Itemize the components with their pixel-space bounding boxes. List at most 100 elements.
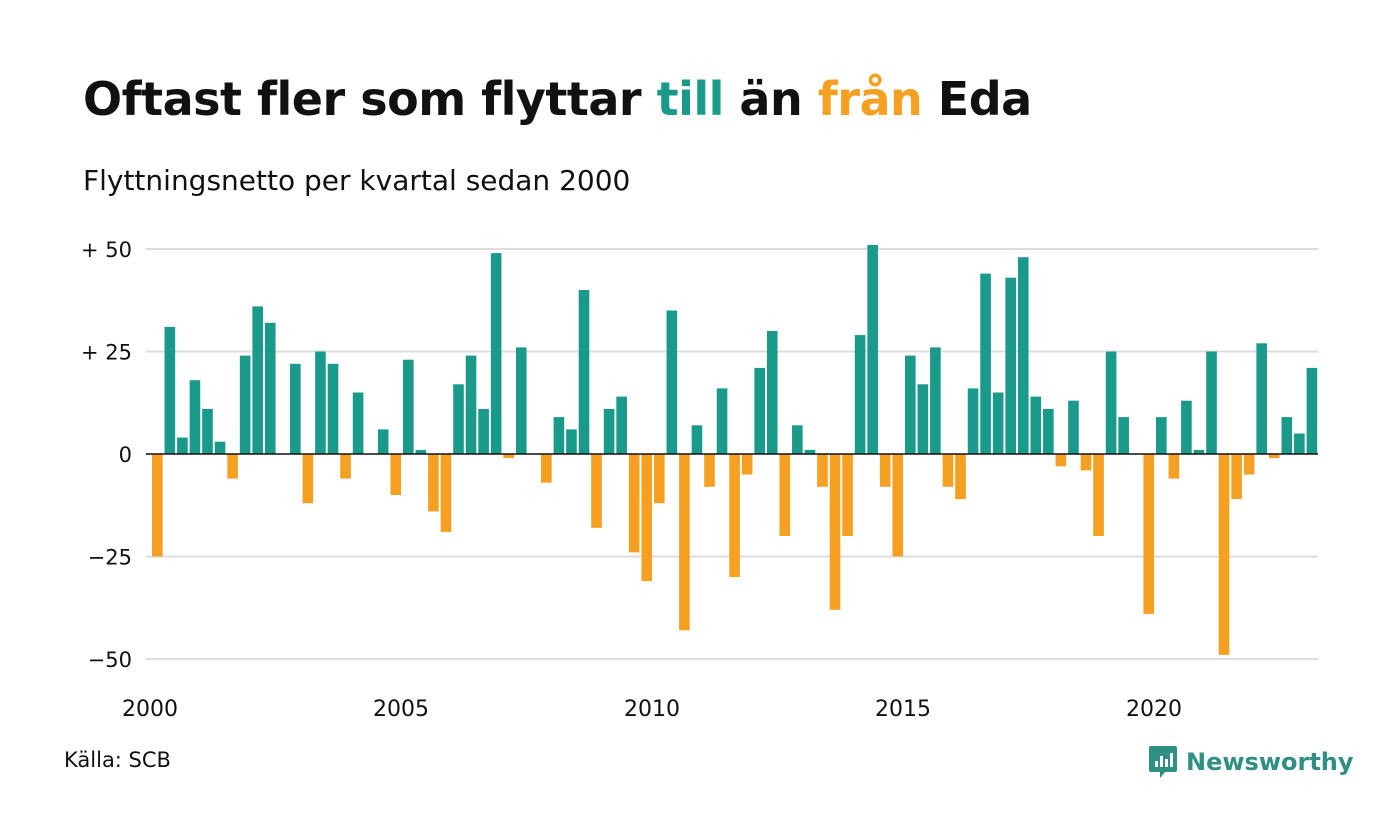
chart-title: Oftast fler som flyttar till än från Eda [83, 72, 1032, 126]
bar [930, 347, 941, 454]
bar [403, 359, 414, 454]
x-tick-label: 2000 [122, 697, 178, 722]
brand-name: Newsworthy [1186, 748, 1354, 776]
bar [1231, 454, 1242, 500]
y-tick-label: −25 [88, 546, 132, 570]
bar [1193, 449, 1205, 454]
bar [503, 454, 514, 459]
bar [553, 417, 565, 454]
bar [905, 355, 916, 454]
bar [854, 335, 866, 454]
bar [1030, 396, 1042, 454]
bar [415, 449, 427, 454]
bar [202, 408, 213, 454]
bar [264, 322, 276, 454]
bar [1043, 408, 1054, 454]
bar [214, 441, 226, 454]
x-tick-label: 2005 [373, 697, 429, 722]
bar [729, 454, 740, 577]
bar [177, 437, 188, 454]
bar [490, 253, 502, 454]
bar [942, 454, 954, 487]
bar [390, 454, 402, 495]
bar [1080, 454, 1092, 471]
y-tick-label: + 50 [81, 238, 132, 262]
title-part-pre: Oftast fler som flyttar [83, 72, 657, 126]
x-tick-label: 2020 [1126, 697, 1182, 722]
bar [352, 392, 364, 454]
bar [1206, 351, 1217, 454]
bar [541, 454, 552, 483]
bar [315, 351, 326, 454]
bar [892, 454, 904, 557]
bar [1055, 454, 1067, 467]
bar [1268, 454, 1280, 459]
bar [152, 454, 163, 557]
bar [817, 454, 828, 487]
bar [704, 454, 715, 487]
source-label: Källa: SCB [64, 748, 171, 772]
bar [164, 326, 176, 454]
brand-logo: Newsworthy [1148, 742, 1354, 782]
bar [1218, 454, 1230, 655]
bar [842, 454, 853, 536]
bar [1093, 454, 1104, 536]
bar [1256, 343, 1267, 454]
y-tick-label: −50 [88, 648, 132, 672]
x-axis-ticks: 2000 2005 2010 2015 2020 [122, 697, 1182, 722]
bar [453, 384, 464, 454]
bar [302, 454, 314, 504]
bar [829, 454, 841, 610]
bar [628, 454, 640, 553]
bar [377, 429, 389, 454]
bar [917, 384, 929, 454]
bars [152, 244, 1318, 655]
bar [741, 454, 753, 475]
bar [578, 290, 590, 454]
bar [779, 454, 791, 536]
bar [465, 355, 477, 454]
bar [654, 454, 665, 504]
bar [1281, 417, 1293, 454]
bar [766, 331, 778, 454]
title-part-post: Eda [922, 72, 1032, 126]
y-tick-label: + 25 [81, 341, 132, 365]
bar [1143, 454, 1155, 614]
bar [603, 408, 615, 454]
bar [666, 310, 678, 454]
y-axis-ticks: + 50 + 25 0 −25 −50 [81, 238, 132, 672]
bar [1306, 367, 1318, 454]
bar [239, 355, 251, 454]
bar [1243, 454, 1255, 475]
bar [716, 388, 728, 454]
bar [591, 454, 602, 528]
bar [879, 454, 891, 487]
bar [340, 454, 351, 479]
bar [227, 454, 238, 479]
bar [1181, 400, 1192, 454]
bar [478, 408, 489, 454]
bar [1294, 433, 1305, 454]
bar [980, 273, 991, 454]
bar [566, 429, 577, 454]
bar [1005, 277, 1016, 454]
bar [992, 392, 1004, 454]
bar [967, 388, 979, 454]
bar [679, 454, 690, 631]
bar [290, 363, 301, 454]
bar [428, 454, 439, 512]
bar [955, 454, 966, 500]
bar [1118, 417, 1129, 454]
bar [1156, 417, 1167, 454]
bar [327, 363, 339, 454]
x-tick-label: 2015 [875, 697, 931, 722]
bar [515, 347, 527, 454]
y-tick-label: 0 [119, 443, 132, 467]
bar [252, 306, 263, 454]
bar [189, 380, 201, 454]
title-part-mid: än [723, 72, 818, 126]
bar [804, 449, 816, 454]
bar [754, 367, 765, 454]
bar [1017, 257, 1029, 454]
